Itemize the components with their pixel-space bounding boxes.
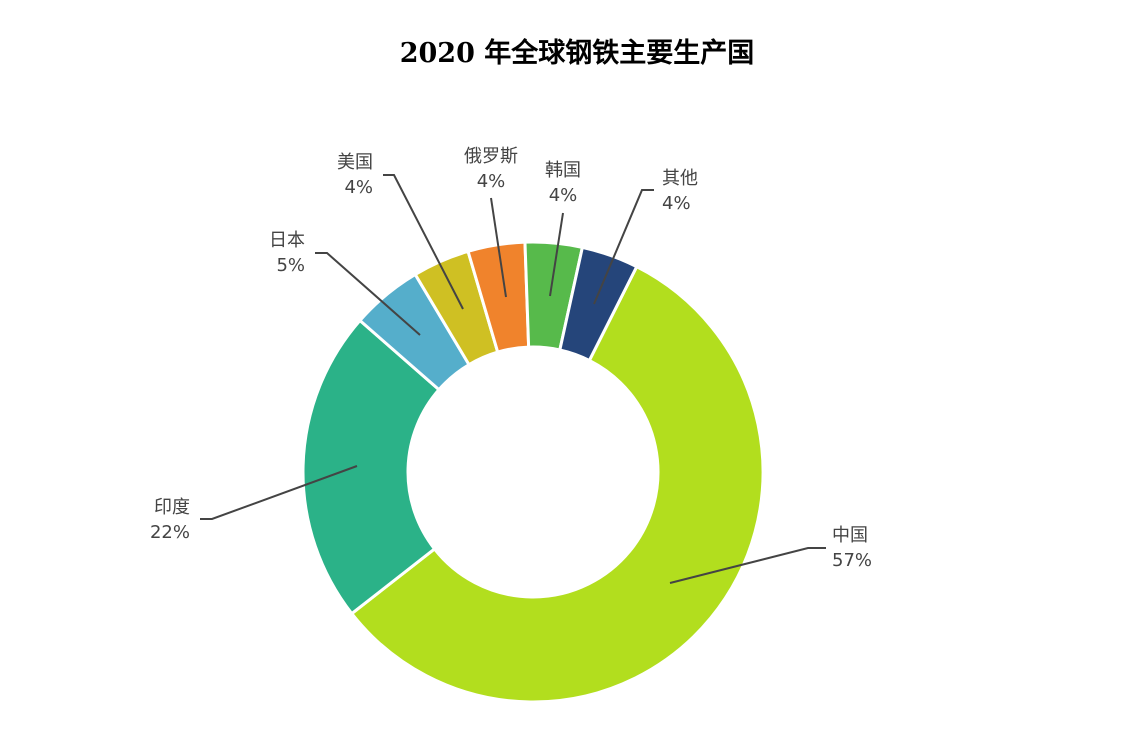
data-label-percent-5: 4%	[549, 185, 578, 206]
donut-slice-1[interactable]	[301, 318, 442, 616]
chart-title: 2020 年全球钢铁主要生产国	[400, 37, 755, 69]
data-label-percent-0: 57%	[832, 550, 872, 571]
leader-line-2	[315, 252, 421, 336]
data-label-name-6: 其他	[662, 168, 698, 189]
data-label-percent-1: 22%	[150, 522, 190, 543]
data-label-percent-2: 5%	[276, 255, 305, 276]
data-label-name-5: 韩国	[545, 160, 581, 181]
data-label-percent-3: 4%	[344, 177, 373, 198]
donut-slice-6[interactable]	[558, 245, 639, 363]
data-label-percent-4: 4%	[477, 171, 506, 192]
leader-line-5	[549, 212, 564, 297]
data-label-name-2: 日本	[269, 230, 305, 251]
leader-line-0	[669, 547, 826, 584]
leader-line-3	[383, 174, 464, 310]
leader-line-6	[593, 189, 654, 305]
donut-slice-0[interactable]	[349, 264, 765, 704]
leader-line-1	[200, 465, 358, 520]
leader-line-4	[490, 197, 507, 298]
data-label-name-4: 俄罗斯	[464, 146, 518, 167]
data-label-percent-6: 4%	[662, 193, 691, 214]
data-label-name-0: 中国	[832, 525, 868, 546]
data-label-name-1: 印度	[154, 497, 190, 518]
data-label-name-3: 美国	[337, 152, 373, 173]
